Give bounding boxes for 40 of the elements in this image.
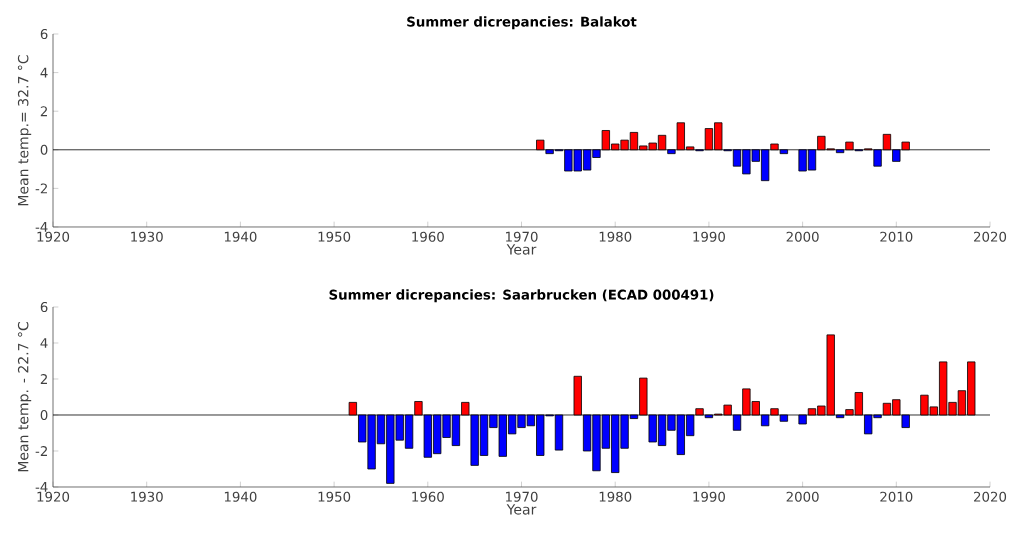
x-tick-label: 1960	[412, 231, 444, 242]
x-tick-label: 1970	[506, 231, 538, 242]
x-tick-label: 2010	[880, 491, 913, 502]
x-tick-label: 1980	[599, 231, 632, 242]
x-tick-label: 2010	[880, 231, 913, 242]
y-tick-label: 2	[40, 106, 47, 117]
x-axis-title: Year	[506, 244, 537, 255]
x-tick-label: 2000	[786, 491, 819, 502]
y-tick-label: -4	[35, 222, 48, 232]
x-tick-label: 1990	[693, 491, 725, 502]
y-tick-label: 4	[40, 338, 48, 348]
y-tick-label: 0	[40, 409, 48, 421]
y-axis-title: Mean temp. - 22.7 °C	[17, 322, 32, 472]
y-tick-label: 2	[40, 374, 47, 384]
x-tick-label: 1990	[693, 231, 725, 242]
x-tick-label: 1940	[224, 231, 257, 242]
y-axis-title: Mean temp.= 32.7 °C	[17, 55, 32, 206]
y-tick-label: 4	[40, 67, 48, 78]
y-tick-label: 6	[40, 28, 48, 40]
x-tick-label: 1920	[37, 231, 70, 242]
chart-title: Summer dicrepancies: Saarbrucken (ECAD 000491)	[329, 289, 714, 303]
x-tick-label: 1920	[37, 491, 70, 502]
y-tick-label: 0	[40, 144, 48, 155]
x-tick-label: 2000	[786, 231, 819, 242]
chart-title: Summer dicrepancies: Balakot	[407, 16, 637, 30]
y-tick-label: -2	[35, 183, 47, 194]
x-tick-label: 1940	[224, 491, 257, 502]
y-tick-label: -4	[35, 482, 48, 492]
y-tick-label: 6	[40, 301, 48, 313]
x-axis-title: Year	[506, 504, 537, 515]
x-tick-label: 1950	[318, 231, 351, 242]
x-tick-label: 1980	[599, 491, 632, 502]
x-tick-label: 1930	[131, 491, 163, 502]
x-tick-label: 1930	[131, 231, 163, 242]
y-tick-label: -2	[35, 446, 47, 456]
x-tick-label: 1950	[318, 491, 351, 502]
x-tick-label: 2020	[974, 231, 1007, 242]
x-tick-label: 1970	[506, 491, 538, 502]
x-tick-label: 1960	[412, 491, 444, 502]
x-tick-label: 2020	[974, 491, 1007, 502]
